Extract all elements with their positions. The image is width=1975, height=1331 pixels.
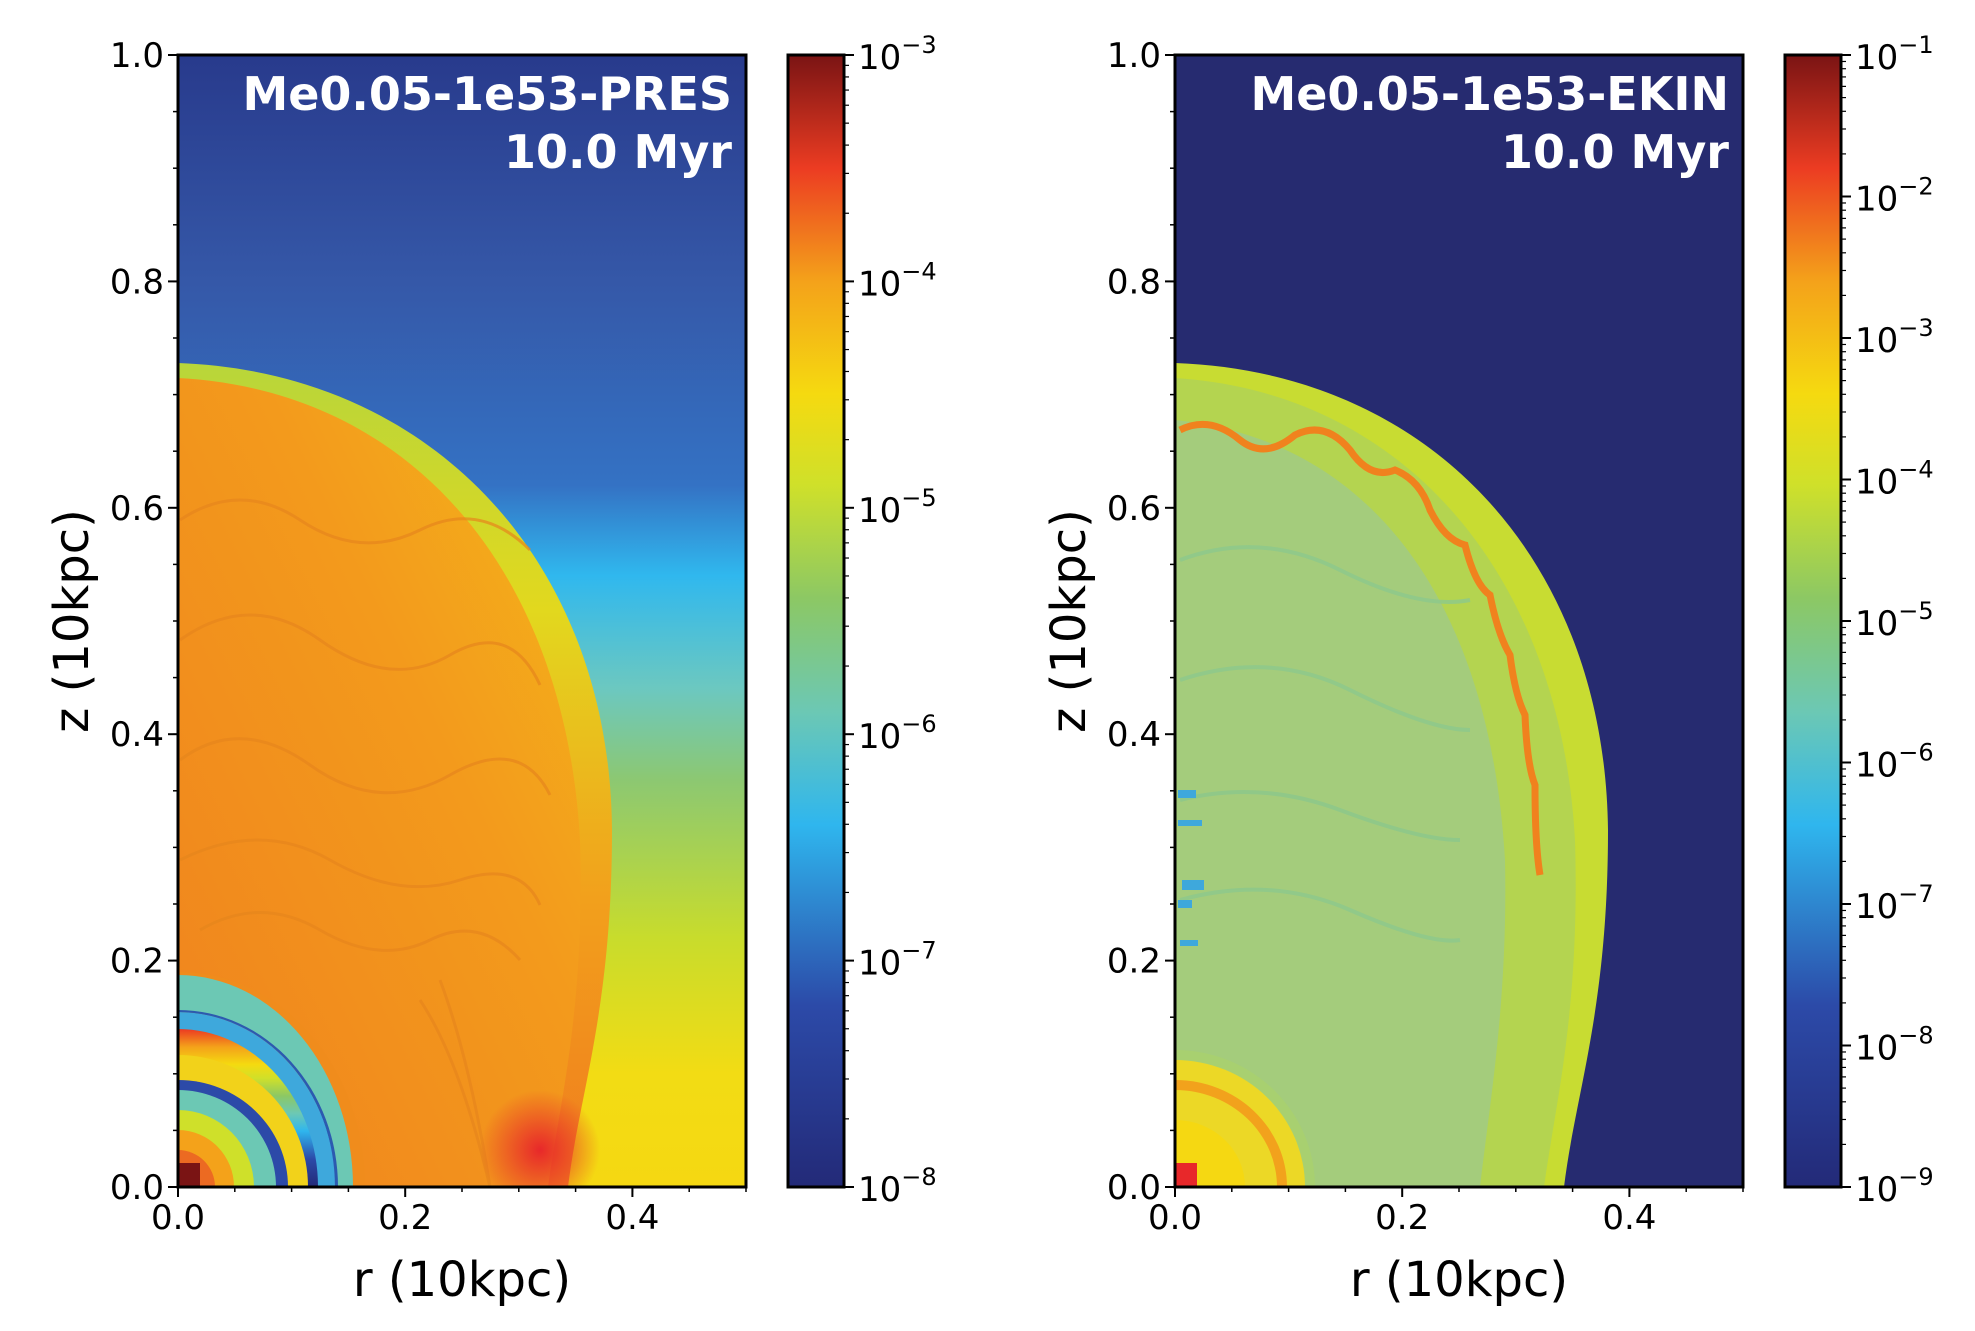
ekin-cb-tick-label: 10−8 [1855, 1022, 1934, 1069]
pres-ytick-label: 0.6 [110, 489, 164, 529]
pres-ylabel: z (10kpc) [44, 509, 100, 733]
ekin-bubble-interior [1175, 420, 1506, 1187]
pres-hotspot [480, 1090, 600, 1187]
pres-ytick-label: 0.2 [110, 942, 164, 982]
ekin-title-line1: Me0.05-1e53-EKIN [1250, 67, 1729, 121]
pres-ytick-label: 0.0 [110, 1168, 164, 1208]
ekin-title-line2: 10.0 Myr [1501, 125, 1729, 179]
ekin-cb-tick-label: 10−1 [1855, 31, 1934, 78]
ekin-ytick-label: 0.0 [1107, 1168, 1161, 1208]
pres-colorbar [786, 53, 846, 1189]
ekin-xtick-label: 0.0 [1148, 1198, 1202, 1238]
ekin-xlabel: r (10kpc) [1350, 1252, 1568, 1308]
ekin-xtick-label: 0.4 [1602, 1198, 1656, 1238]
ekin-cb-tick-label: 10−6 [1855, 739, 1934, 786]
ekin-blue-patches [1178, 790, 1204, 946]
ekin-turbulent-streaks [1179, 545, 1471, 943]
pres-ytick-label: 0.8 [110, 262, 164, 302]
pres-xtick-label: 0.2 [378, 1198, 432, 1238]
ekin-xtick-label: 0.2 [1375, 1198, 1429, 1238]
pres-cb-tick-label: 10−8 [858, 1163, 937, 1210]
ekin-cb-tick-label: 10−5 [1855, 597, 1934, 644]
ekin-ytick-label: 0.8 [1107, 262, 1161, 302]
ekin-plot-area [1175, 55, 1743, 1187]
pres-cb-tick-label: 10−5 [858, 484, 937, 531]
ekin-ytick-label: 0.2 [1107, 942, 1161, 982]
pres-title-line2: 10.0 Myr [504, 125, 732, 179]
pres-ytick-label: 1.0 [110, 36, 164, 76]
ekin-cb-tick-label: 10−9 [1855, 1163, 1934, 1210]
ekin-colorbar [1783, 53, 1843, 1189]
pres-xlabel: r (10kpc) [353, 1252, 571, 1308]
ekin-inner-rings [1175, 1050, 1315, 1187]
ekin-ytick-label: 0.6 [1107, 489, 1161, 529]
ekin-ylabel: z (10kpc) [1041, 509, 1097, 733]
ekin-cb-tick-label: 10−2 [1855, 173, 1934, 220]
pres-title-line1: Me0.05-1e53-PRES [242, 67, 732, 121]
ekin-colorbar-ticks: 10−9 10−8 10−7 10−6 10−5 10−4 10−3 10−2 10−1 [1841, 31, 1934, 1210]
pres-inner-rings [178, 971, 365, 1187]
ekin-axes: 0.0 0.2 0.4 0.0 0.2 0.4 0.6 0.8 1.0 [1107, 36, 1744, 1238]
pres-cb-tick-label: 10−7 [858, 937, 937, 984]
pres-bubble-interior [178, 378, 581, 1187]
pres-xtick-label: 0.0 [151, 1198, 205, 1238]
ekin-cb-tick-label: 10−7 [1855, 880, 1934, 927]
ekin-cb-tick-label: 10−4 [1855, 456, 1934, 503]
pres-cb-tick-label: 10−6 [858, 710, 937, 757]
ekin-cb-tick-label: 10−3 [1855, 314, 1934, 361]
ekin-ytick-label: 1.0 [1107, 36, 1161, 76]
pres-cb-tick-label: 10−3 [858, 31, 937, 78]
ekin-ytick-label: 0.4 [1107, 715, 1161, 755]
pres-axes: 0.0 0.2 0.4 0.0 0.2 0.4 0.6 0.8 1.0 [110, 36, 747, 1238]
pres-plot-area [178, 55, 746, 1187]
pres-xtick-label: 0.4 [605, 1198, 659, 1238]
pres-colorbar-ticks: 10−8 10−7 10−6 10−5 10−4 10−3 [844, 31, 937, 1210]
ekin-ripple-front [1178, 420, 1544, 876]
pres-cb-tick-label: 10−4 [858, 257, 937, 304]
pres-ytick-label: 0.4 [110, 715, 164, 755]
